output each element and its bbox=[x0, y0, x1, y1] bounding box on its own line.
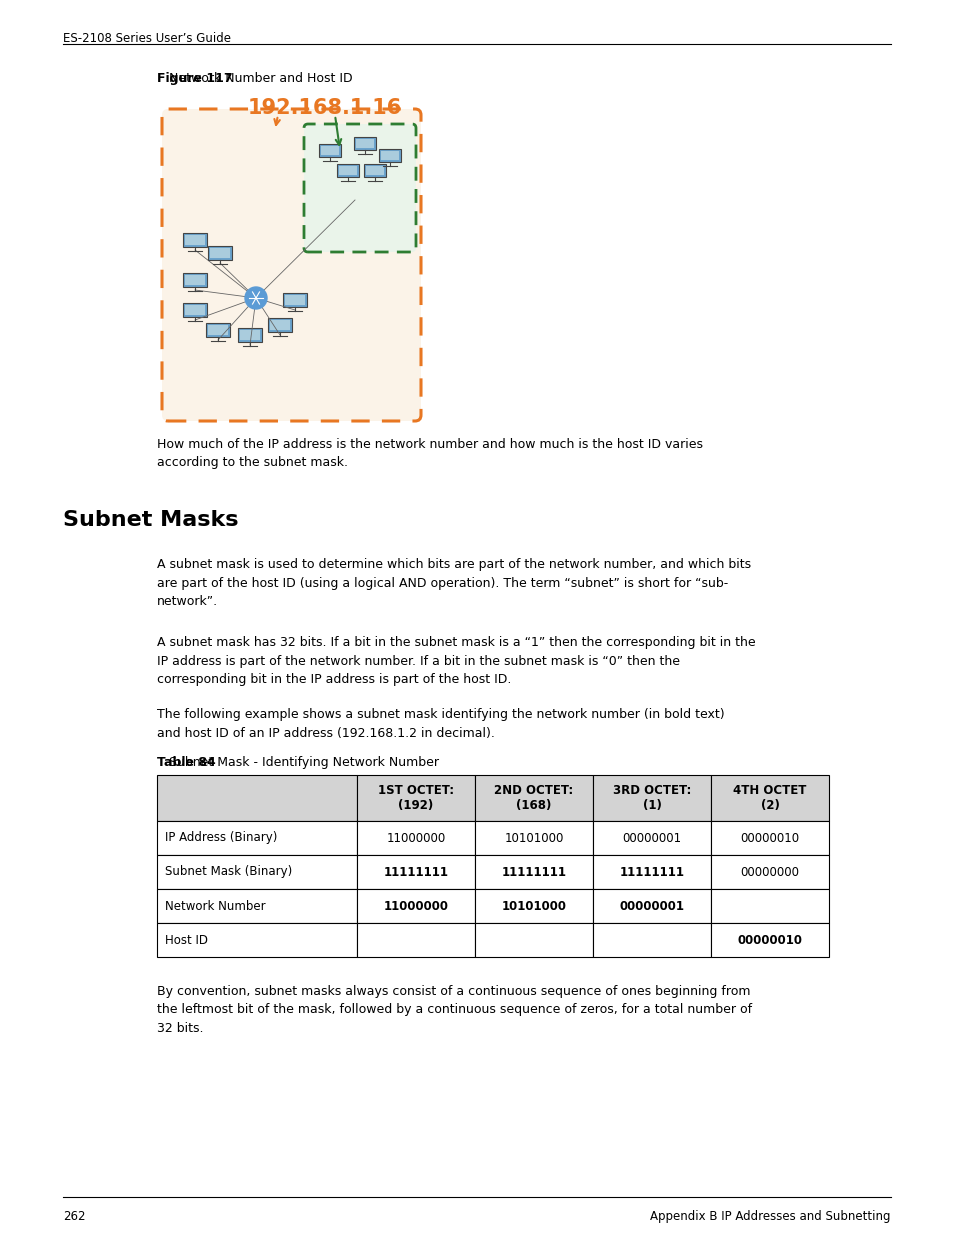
Text: 00000010: 00000010 bbox=[737, 934, 801, 946]
Bar bbox=[366, 165, 384, 174]
Text: IP Address (Binary): IP Address (Binary) bbox=[165, 831, 277, 845]
Text: 11111111: 11111111 bbox=[501, 866, 566, 878]
Bar bbox=[210, 248, 230, 258]
Bar bbox=[710, 776, 828, 821]
Bar bbox=[593, 855, 710, 889]
Text: Network Number and Host ID: Network Number and Host ID bbox=[157, 72, 353, 85]
Bar bbox=[355, 140, 374, 148]
Text: Appendix B IP Addresses and Subnetting: Appendix B IP Addresses and Subnetting bbox=[650, 1210, 890, 1223]
Bar bbox=[157, 923, 356, 957]
Text: 11000000: 11000000 bbox=[383, 899, 448, 913]
Bar bbox=[710, 821, 828, 855]
Bar bbox=[475, 855, 593, 889]
Bar bbox=[593, 776, 710, 821]
Text: 192.168.1.16: 192.168.1.16 bbox=[248, 98, 402, 119]
Bar bbox=[237, 329, 262, 342]
FancyBboxPatch shape bbox=[304, 124, 416, 252]
Bar bbox=[475, 821, 593, 855]
Text: 2ND OCTET:: 2ND OCTET: bbox=[494, 784, 573, 798]
Bar bbox=[208, 325, 228, 335]
Text: (1): (1) bbox=[642, 799, 660, 811]
Text: Network Number: Network Number bbox=[165, 899, 265, 913]
Text: 11000000: 11000000 bbox=[386, 831, 445, 845]
Bar bbox=[356, 821, 475, 855]
Bar bbox=[206, 324, 230, 337]
Text: 10101000: 10101000 bbox=[501, 899, 566, 913]
Bar bbox=[185, 275, 205, 285]
Bar bbox=[157, 821, 356, 855]
Text: (192): (192) bbox=[398, 799, 434, 811]
Bar bbox=[356, 889, 475, 923]
Bar bbox=[380, 151, 398, 159]
Bar bbox=[710, 889, 828, 923]
Bar bbox=[356, 855, 475, 889]
Bar bbox=[593, 923, 710, 957]
Bar bbox=[270, 320, 290, 330]
Text: How much of the IP address is the network number and how much is the host ID var: How much of the IP address is the networ… bbox=[157, 438, 702, 469]
Bar bbox=[338, 165, 356, 174]
Bar bbox=[208, 246, 232, 259]
Text: 00000001: 00000001 bbox=[621, 831, 680, 845]
Text: 00000000: 00000000 bbox=[740, 866, 799, 878]
Bar bbox=[378, 149, 400, 162]
Bar bbox=[285, 295, 305, 305]
Text: Table 84: Table 84 bbox=[157, 756, 215, 769]
Text: Subnet Mask - Identifying Network Number: Subnet Mask - Identifying Network Number bbox=[157, 756, 438, 769]
FancyBboxPatch shape bbox=[162, 109, 420, 421]
Text: 262: 262 bbox=[63, 1210, 86, 1223]
Bar bbox=[475, 923, 593, 957]
Text: 1ST OCTET:: 1ST OCTET: bbox=[377, 784, 454, 798]
Text: Subnet Mask (Binary): Subnet Mask (Binary) bbox=[165, 866, 292, 878]
Bar bbox=[185, 236, 205, 245]
Bar bbox=[593, 821, 710, 855]
Text: (168): (168) bbox=[516, 799, 551, 811]
Text: (2): (2) bbox=[760, 799, 779, 811]
Bar bbox=[356, 776, 475, 821]
Bar bbox=[183, 233, 207, 247]
Bar bbox=[356, 923, 475, 957]
Text: A subnet mask has 32 bits. If a bit in the subnet mask is a “1” then the corresp: A subnet mask has 32 bits. If a bit in t… bbox=[157, 636, 755, 685]
Bar bbox=[318, 144, 340, 157]
Circle shape bbox=[245, 287, 267, 309]
Text: Host ID: Host ID bbox=[165, 934, 208, 946]
Bar bbox=[183, 273, 207, 287]
Bar bbox=[364, 164, 386, 177]
Bar bbox=[710, 855, 828, 889]
Bar bbox=[157, 889, 356, 923]
Bar bbox=[320, 146, 338, 154]
Bar bbox=[185, 305, 205, 315]
Bar bbox=[283, 293, 307, 306]
Text: 10101000: 10101000 bbox=[504, 831, 563, 845]
Text: Subnet Masks: Subnet Masks bbox=[63, 510, 238, 530]
Text: 4TH OCTET: 4TH OCTET bbox=[733, 784, 806, 798]
Bar bbox=[336, 164, 358, 177]
Text: 00000001: 00000001 bbox=[618, 899, 684, 913]
Bar bbox=[475, 776, 593, 821]
Bar bbox=[710, 923, 828, 957]
Text: Figure 117: Figure 117 bbox=[157, 72, 233, 85]
Text: The following example shows a subnet mask identifying the network number (in bol: The following example shows a subnet mas… bbox=[157, 708, 724, 740]
Bar bbox=[240, 330, 260, 340]
Text: A subnet mask is used to determine which bits are part of the network number, an: A subnet mask is used to determine which… bbox=[157, 558, 750, 608]
Text: ES-2108 Series User’s Guide: ES-2108 Series User’s Guide bbox=[63, 32, 231, 44]
Text: 3RD OCTET:: 3RD OCTET: bbox=[612, 784, 691, 798]
Text: 11111111: 11111111 bbox=[383, 866, 448, 878]
Bar bbox=[354, 137, 375, 149]
Bar bbox=[183, 304, 207, 317]
Bar bbox=[475, 889, 593, 923]
Text: By convention, subnet masks always consist of a continuous sequence of ones begi: By convention, subnet masks always consi… bbox=[157, 986, 751, 1035]
Bar bbox=[593, 889, 710, 923]
Bar bbox=[157, 776, 356, 821]
Bar bbox=[268, 319, 292, 332]
Bar bbox=[157, 855, 356, 889]
Text: 00000010: 00000010 bbox=[740, 831, 799, 845]
Text: 11111111: 11111111 bbox=[618, 866, 684, 878]
